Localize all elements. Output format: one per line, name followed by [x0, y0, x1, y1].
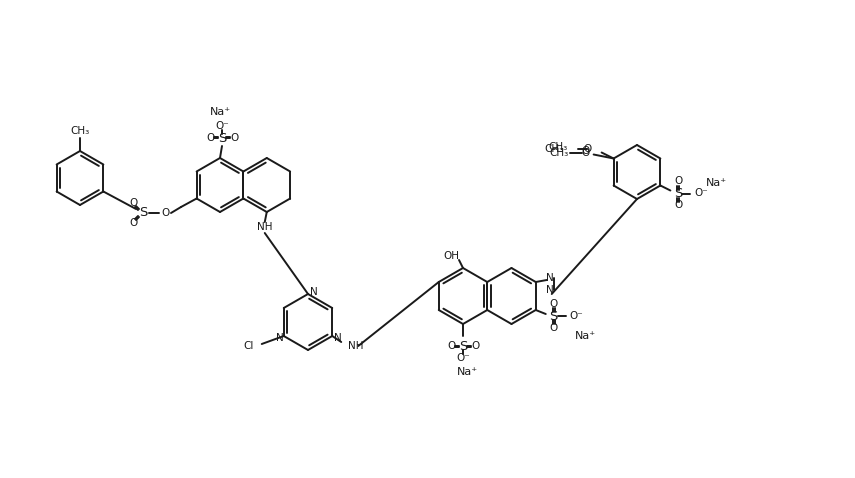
Text: Cl: Cl — [244, 341, 254, 351]
Text: O⁻: O⁻ — [456, 353, 470, 363]
Text: O: O — [447, 341, 455, 351]
Text: CH₃: CH₃ — [545, 143, 563, 153]
Text: CH₃: CH₃ — [549, 148, 569, 157]
Text: O: O — [675, 200, 682, 210]
Text: N: N — [545, 273, 554, 283]
Text: O⁻: O⁻ — [215, 121, 229, 131]
Text: CH₃: CH₃ — [548, 142, 568, 152]
Text: N: N — [276, 333, 284, 343]
Text: O: O — [471, 341, 479, 351]
Text: O: O — [550, 299, 557, 309]
Text: N: N — [545, 285, 554, 295]
Text: S: S — [550, 309, 558, 323]
Text: CH₃: CH₃ — [70, 126, 90, 136]
Text: Na⁺: Na⁺ — [457, 367, 478, 377]
Text: O: O — [581, 148, 590, 157]
Text: Na⁺: Na⁺ — [209, 107, 231, 117]
Text: S: S — [459, 339, 467, 352]
Text: O: O — [581, 145, 590, 155]
Text: O: O — [550, 323, 557, 333]
Text: O: O — [129, 198, 137, 208]
Text: O: O — [230, 133, 239, 143]
Text: Na⁺: Na⁺ — [706, 178, 727, 188]
Text: NH: NH — [257, 222, 273, 232]
Text: Na⁺: Na⁺ — [575, 331, 596, 341]
Text: S: S — [218, 131, 227, 144]
Text: O: O — [206, 133, 214, 143]
Text: N: N — [334, 333, 342, 343]
Text: N: N — [310, 287, 318, 297]
Text: NH: NH — [348, 341, 363, 351]
Text: OH: OH — [443, 251, 459, 261]
Text: O: O — [129, 218, 137, 228]
Text: S: S — [139, 206, 147, 219]
Text: O⁻: O⁻ — [694, 188, 708, 198]
Text: O⁻: O⁻ — [569, 311, 583, 321]
Text: O: O — [675, 176, 682, 186]
Text: O: O — [583, 143, 592, 153]
Text: O: O — [161, 208, 169, 218]
Text: S: S — [675, 187, 682, 200]
